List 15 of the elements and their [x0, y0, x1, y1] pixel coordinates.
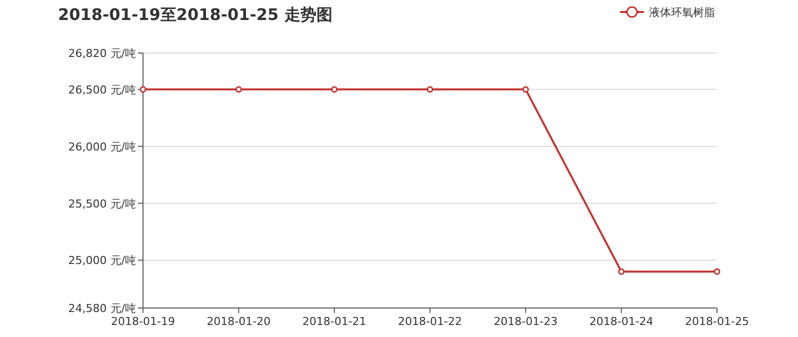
y-tick-label: 25,000 元/吨: [68, 254, 136, 268]
y-tick-label: 26,500 元/吨: [68, 83, 136, 96]
legend-label: 液体环氧树脂: [649, 6, 715, 19]
y-tick-label: 26,000 元/吨: [68, 140, 136, 154]
x-tick-label: 2018-01-24: [589, 315, 654, 328]
y-tick-label: 24,580 元/吨: [68, 302, 136, 315]
x-tick-label: 2018-01-25: [685, 315, 749, 328]
y-tick-label: 25,500 元/吨: [68, 197, 136, 210]
y-tick-label: 26,820 元/吨: [68, 47, 136, 60]
x-tick-label: 2018-01-19: [111, 315, 175, 328]
x-tick-label: 2018-01-22: [398, 315, 462, 328]
x-tick-label: 2018-01-23: [494, 315, 558, 328]
x-tick-label: 2018-01-21: [302, 315, 366, 328]
chart-title: 2018-01-19至2018-01-25 走势图: [58, 5, 332, 24]
x-tick-label: 2018-01-20: [206, 315, 271, 328]
